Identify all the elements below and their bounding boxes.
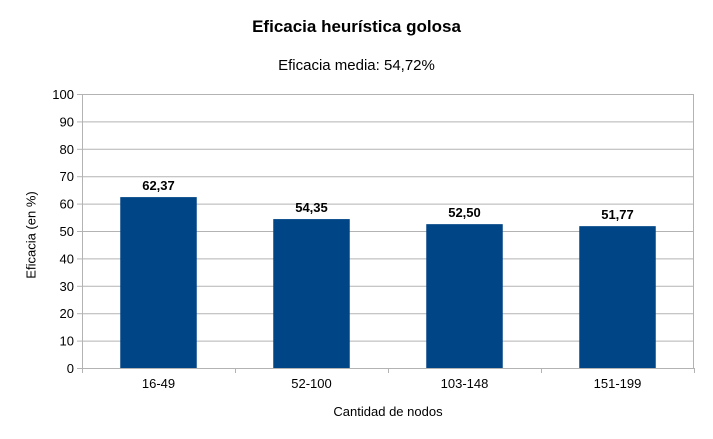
data-label: 52,50 xyxy=(448,205,481,220)
x-tick-label: 52-100 xyxy=(291,376,331,391)
data-label: 51,77 xyxy=(601,207,634,222)
y-tick-label: 100 xyxy=(52,87,74,102)
bar xyxy=(120,197,197,368)
y-tick-label: 10 xyxy=(60,334,74,349)
data-label: 54,35 xyxy=(295,200,328,215)
bar xyxy=(579,226,656,368)
x-tick-label: 151-199 xyxy=(594,376,642,391)
y-tick-label: 50 xyxy=(60,224,74,239)
data-label: 62,37 xyxy=(142,178,175,193)
y-tick-label: 70 xyxy=(60,169,74,184)
y-tick-label: 90 xyxy=(60,114,74,129)
y-tick-label: 20 xyxy=(60,306,74,321)
chart-title: Eficacia heurística golosa xyxy=(252,17,461,36)
bar xyxy=(426,224,503,368)
x-tick-label: 103-148 xyxy=(441,376,489,391)
y-tick-label: 0 xyxy=(67,361,74,376)
y-axis-title: Eficacia (en %) xyxy=(23,191,39,279)
y-tick-label: 80 xyxy=(60,142,74,157)
y-tick-label: 60 xyxy=(60,197,74,212)
bar xyxy=(273,219,350,368)
chart-subtitle: Eficacia media: 54,72% xyxy=(278,57,435,74)
x-axis-title: Cantidad de nodos xyxy=(333,404,443,419)
y-tick-label: 40 xyxy=(60,251,74,266)
y-tick-label: 30 xyxy=(60,279,74,294)
x-tick-label: 16-49 xyxy=(142,376,175,391)
